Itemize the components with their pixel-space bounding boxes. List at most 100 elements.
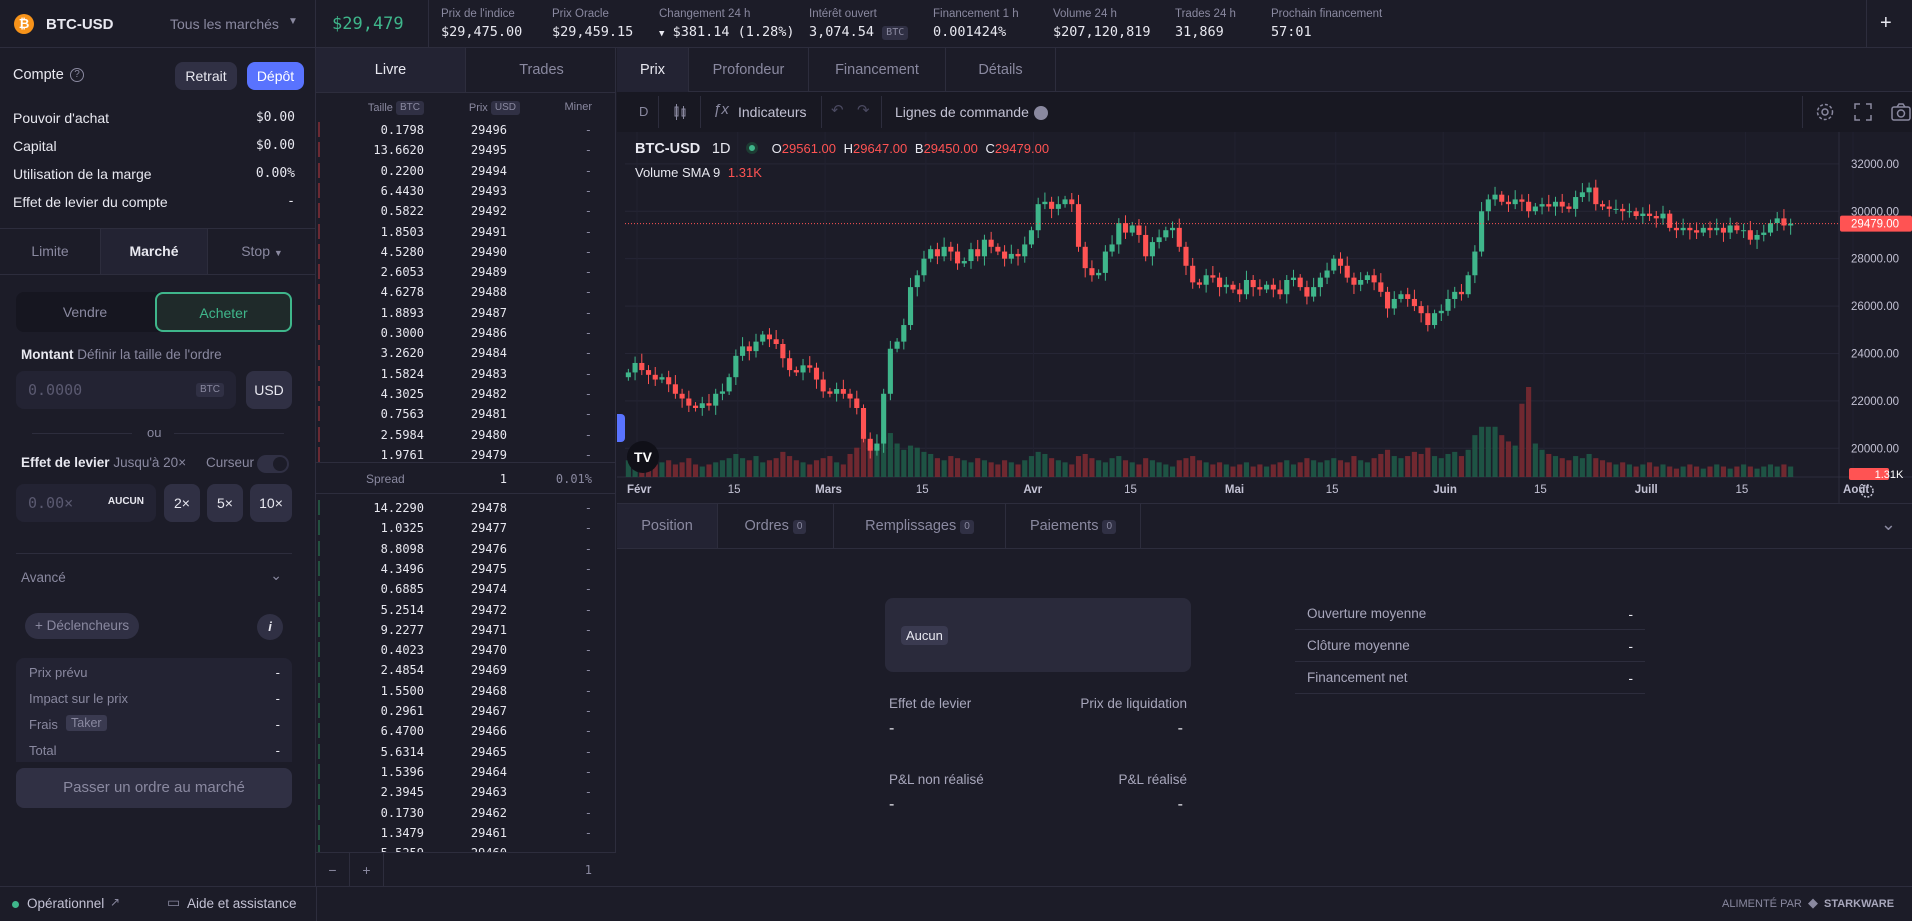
sell-button[interactable]: Vendre — [62, 304, 108, 320]
place-market-order-button[interactable]: Passer un ordre au marché — [16, 768, 292, 808]
chevron-down-icon[interactable]: ⌄ — [1880, 514, 1896, 534]
volume-bar — [1042, 453, 1048, 477]
ask-row[interactable]: 13.6620 29495 - — [316, 140, 616, 160]
last-volume-tag — [1849, 468, 1889, 480]
ask-row[interactable]: 2.6053 29489 - — [316, 262, 616, 282]
candle-body — [1566, 206, 1572, 209]
buy-button[interactable]: Acheter — [155, 292, 292, 332]
add-market-button[interactable]: + — [1880, 12, 1892, 34]
volume-bar — [988, 462, 994, 477]
ask-row[interactable]: 0.3000 29486 - — [316, 323, 616, 343]
bid-row[interactable]: 9.2277 29471 - — [316, 620, 616, 640]
ask-row[interactable]: 0.2200 29494 - — [316, 161, 616, 181]
candles-icon[interactable] — [672, 104, 688, 120]
candle-body — [706, 403, 712, 406]
tab-fills[interactable]: Remplissages 0 — [834, 504, 1006, 548]
ask-row[interactable]: 2.5984 29480 - — [316, 425, 616, 445]
cursor-toggle[interactable] — [257, 455, 289, 473]
bid-row[interactable]: 0.4023 29470 - — [316, 640, 616, 660]
help-icon[interactable]: ? — [70, 68, 84, 82]
bid-row[interactable]: 4.3496 29475 - — [316, 559, 616, 579]
bid-row[interactable]: 1.5500 29468 - — [316, 681, 616, 701]
ask-row[interactable]: 4.3025 29482 - — [316, 384, 616, 404]
bid-row[interactable]: 0.1730 29462 - — [316, 803, 616, 823]
bid-row[interactable]: 5.2514 29472 - — [316, 600, 616, 620]
ask-row[interactable]: 6.4430 29493 - — [316, 181, 616, 201]
market-selector[interactable]: ₿ BTC-USD Tous les marchés ▼ — [0, 0, 316, 48]
interval-button[interactable]: D — [639, 104, 649, 119]
bid-row[interactable]: 5.6314 29465 - — [316, 742, 616, 762]
candle-body — [1358, 280, 1364, 285]
leverage-5x-button[interactable]: 5× — [207, 484, 243, 522]
volume-bar — [1700, 468, 1706, 477]
tab-trades[interactable]: Trades — [519, 62, 564, 78]
ask-row[interactable]: 1.8503 29491 - — [316, 222, 616, 242]
tab-details[interactable]: Détails — [946, 48, 1056, 92]
ask-row[interactable]: 4.5280 29490 - — [316, 242, 616, 262]
bid-row[interactable]: 0.2961 29467 - — [316, 701, 616, 721]
zoom-in-button[interactable]: + — [350, 853, 384, 887]
help-support-link[interactable]: Aide et assistance — [187, 896, 297, 911]
leverage-field[interactable]: 0.00× AUCUN — [16, 484, 156, 522]
ask-row[interactable]: 4.6278 29488 - — [316, 282, 616, 302]
bid-row[interactable]: 2.4854 29469 - — [316, 660, 616, 680]
tab-funding[interactable]: Financement — [809, 48, 946, 92]
fullscreen-icon[interactable] — [1854, 103, 1872, 121]
tab-price[interactable]: Prix — [617, 48, 689, 92]
order-size: 0.2200 — [380, 163, 424, 178]
ask-row[interactable]: 0.5822 29492 - — [316, 201, 616, 221]
ask-row[interactable]: 1.8893 29487 - — [316, 303, 616, 323]
volume-bar — [1613, 464, 1619, 477]
tab-payments[interactable]: Paiements 0 — [1006, 504, 1141, 548]
bid-row[interactable]: 1.0325 29477 - — [316, 518, 616, 538]
tab-depth[interactable]: Profondeur — [689, 48, 809, 92]
usd-toggle-button[interactable]: USD — [246, 371, 292, 409]
tab-market[interactable]: Marché — [100, 229, 208, 274]
ask-row[interactable]: 0.1798 29496 - — [316, 120, 616, 140]
triggers-button[interactable]: + Déclencheurs — [25, 613, 140, 639]
indicators-button[interactable]: Indicateurs — [738, 104, 807, 120]
bid-row[interactable]: 0.6885 29474 - — [316, 579, 616, 599]
settings-icon[interactable] — [1815, 102, 1835, 122]
redo-icon[interactable]: ↷ — [857, 102, 870, 119]
bid-row[interactable]: 1.5396 29464 - — [316, 762, 616, 782]
info-icon[interactable]: i — [257, 614, 283, 640]
withdraw-button[interactable]: Retrait — [175, 62, 237, 90]
bid-row[interactable]: 2.3945 29463 - — [316, 782, 616, 802]
undo-icon[interactable]: ↶ — [831, 102, 844, 119]
leverage-2x-button[interactable]: 2× — [164, 484, 200, 522]
volume-bar — [1788, 466, 1794, 477]
candle-body — [988, 239, 994, 247]
status-link[interactable]: Opérationnel — [27, 896, 105, 911]
candle-body — [1425, 313, 1431, 326]
tab-book[interactable]: Livre — [316, 48, 466, 92]
ask-row[interactable]: 0.7563 29481 - — [316, 404, 616, 424]
price-chart[interactable]: 32000.00 30000.00 28000.00 26000.00 24000.00… — [617, 132, 1912, 503]
ask-row[interactable]: 1.5824 29483 - — [316, 364, 616, 384]
order-lines-toggle[interactable] — [1034, 106, 1048, 120]
tab-position[interactable]: Position — [617, 504, 718, 548]
leverage-input[interactable]: 0.00× — [28, 494, 74, 512]
ask-row[interactable]: 1.9761 29479 - — [316, 445, 616, 465]
positions-panel: Position Ordres 0 Remplissages 0 Paiemen… — [617, 503, 1912, 886]
amount-field[interactable]: 0.0000 BTC — [16, 371, 236, 409]
bid-row[interactable]: 14.2290 29478 - — [316, 498, 616, 518]
tab-stop[interactable]: Stop ▼ — [241, 243, 283, 259]
bid-row[interactable]: 6.4700 29466 - — [316, 721, 616, 741]
zoom-out-button[interactable]: − — [316, 853, 350, 887]
bid-row[interactable]: 8.8098 29476 - — [316, 539, 616, 559]
ask-row[interactable]: 3.2620 29484 - — [316, 343, 616, 363]
panel-collapse-handle[interactable] — [617, 414, 625, 442]
deposit-button[interactable]: Dépôt — [247, 62, 304, 90]
camera-icon[interactable] — [1891, 103, 1911, 121]
candle-body — [1479, 211, 1485, 252]
tab-limit[interactable]: Limite — [31, 243, 69, 259]
volume-bar — [1217, 462, 1223, 477]
tab-orders[interactable]: Ordres 0 — [718, 504, 834, 548]
leverage-10x-button[interactable]: 10× — [250, 484, 292, 522]
volume-bar — [753, 456, 759, 477]
advanced-toggle[interactable]: Avancé ⌄ — [21, 567, 282, 585]
amount-input[interactable]: 0.0000 — [28, 381, 83, 399]
bid-row[interactable]: 1.3479 29461 - — [316, 823, 616, 843]
my-size: - — [584, 663, 592, 678]
